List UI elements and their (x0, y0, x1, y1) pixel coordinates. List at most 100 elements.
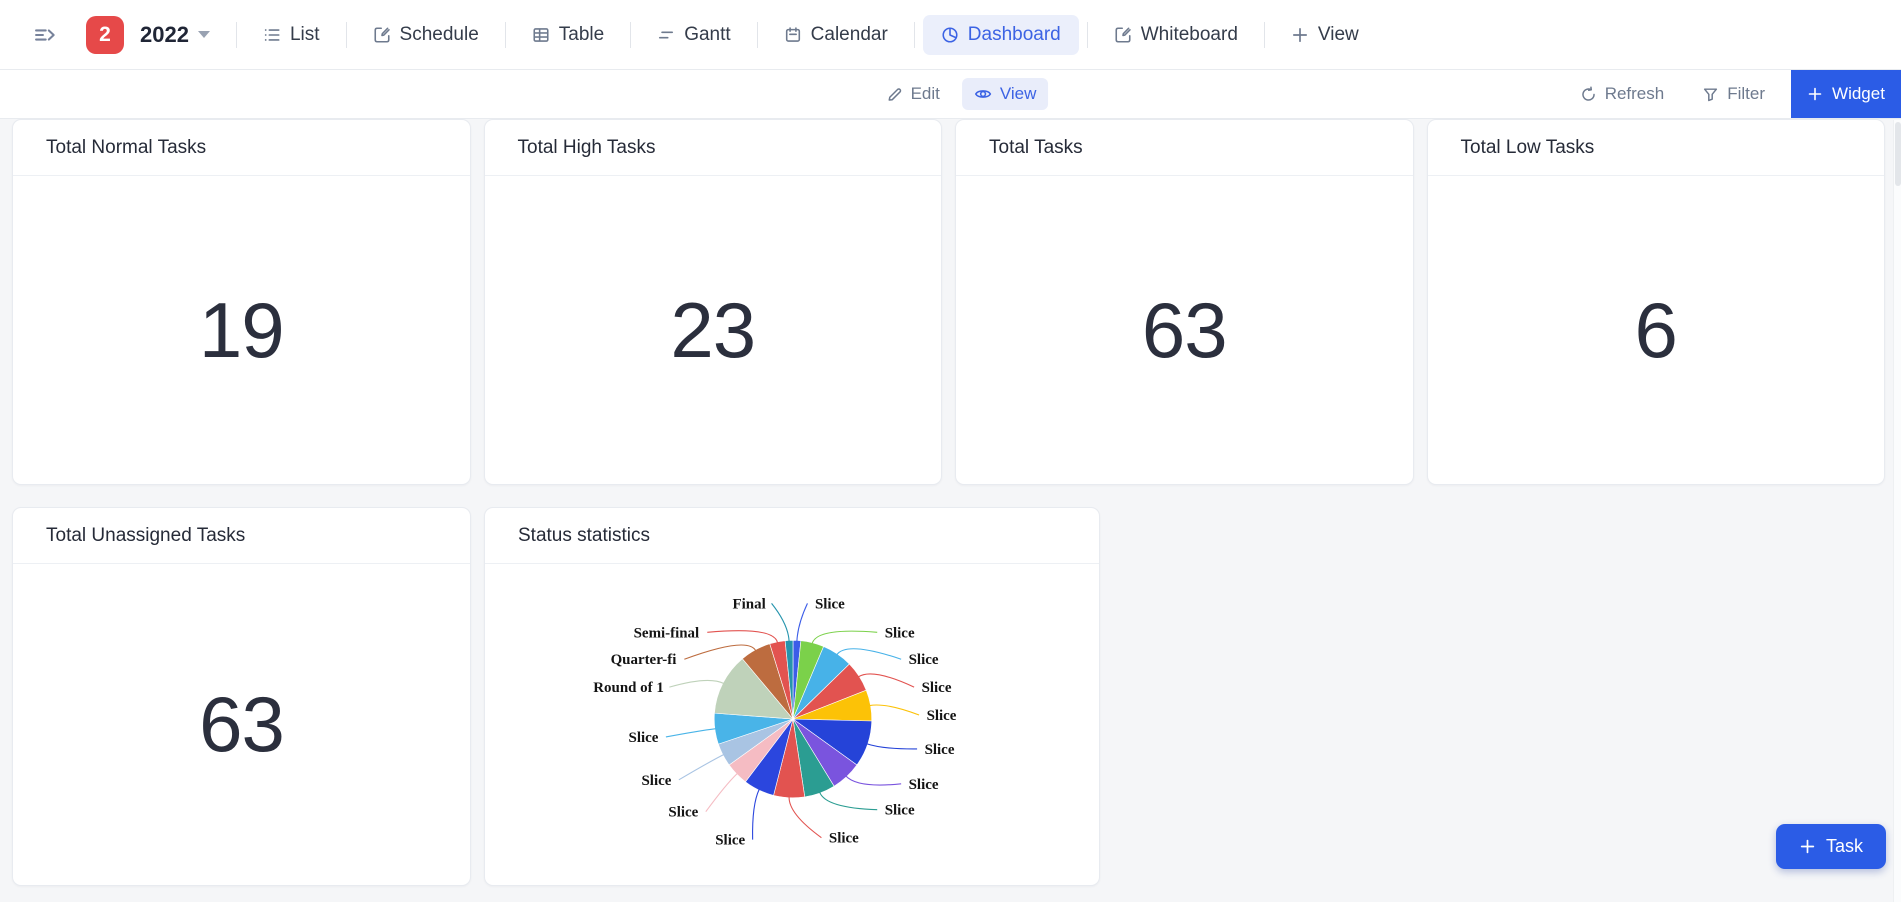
stat-value: 19 (198, 285, 285, 374)
pie-leader-line (845, 775, 902, 786)
stat-value: 6 (1634, 285, 1678, 374)
stat-value: 63 (1141, 285, 1228, 374)
tab-gantt[interactable]: Gantt (639, 15, 748, 55)
pie-leader-line (705, 772, 738, 812)
workspace-badge[interactable]: 2 (86, 15, 124, 54)
view-mode-button[interactable]: View (961, 78, 1049, 110)
widget-label: Widget (1832, 84, 1885, 103)
gantt-icon (657, 26, 675, 44)
pie-leader-line (796, 602, 808, 641)
dashboard-toolbar: Edit View Refresh Filter Widget (0, 70, 1901, 119)
pie-slice-label: Slice (909, 652, 939, 668)
pie-leader-line (811, 630, 878, 644)
tab-label: Whiteboard (1140, 23, 1238, 45)
status-pie-chart: Slice Slice Slice Slice Slice Slice Slice Slice… (593, 596, 957, 848)
tab-divider (345, 21, 347, 48)
top-navbar: 2 2022 List Schedule (0, 0, 1901, 70)
edit-square-icon (373, 26, 391, 44)
pie-slice-label: Quarter-fi (611, 652, 677, 668)
pie-slice-label: Slice (885, 625, 915, 641)
chevron-down-icon (197, 31, 210, 38)
pie-slice-label: Slice (642, 772, 672, 788)
pie-leader-line (819, 791, 878, 810)
pie-leader-line (836, 647, 902, 660)
tab-label: Dashboard (967, 23, 1061, 45)
tab-divider (504, 21, 506, 48)
tab-label: List (289, 23, 320, 45)
pie-slice-label: Slice (715, 832, 745, 848)
filter-label: Filter (1727, 84, 1765, 103)
pie-leader-line (771, 602, 790, 641)
pie-slice-label: Slice (927, 708, 957, 724)
card-title: Status statistics (485, 508, 1099, 564)
view-label: View (999, 84, 1037, 103)
widget-card-total-normal-tasks[interactable]: Total Normal Tasks 19 (12, 119, 471, 485)
card-title: Total Normal Tasks (13, 120, 470, 176)
pie-slice-label: Slice (668, 804, 698, 820)
filter-button[interactable]: Filter (1690, 78, 1777, 110)
pie-leader-line (857, 672, 915, 688)
tab-calendar[interactable]: Calendar (766, 15, 906, 55)
pie-leader-line (788, 796, 822, 838)
refresh-button[interactable]: Refresh (1568, 78, 1677, 110)
vertical-scrollbar[interactable] (1893, 120, 1901, 902)
pie-leader-line (678, 753, 725, 780)
tab-divider (1086, 21, 1088, 48)
refresh-label: Refresh (1604, 84, 1665, 103)
tab-label: Table (558, 23, 605, 45)
view-tabs: List Schedule Table (235, 0, 1385, 69)
pie-leader-line (684, 644, 757, 660)
tab-divider (630, 21, 632, 48)
widget-card-total-low-tasks[interactable]: Total Low Tasks 6 (1426, 119, 1885, 485)
pie-slice-label: Slice (925, 741, 955, 757)
tab-whiteboard[interactable]: Whiteboard (1096, 15, 1256, 55)
widget-card-total-unassigned-tasks[interactable]: Total Unassigned Tasks 63 (12, 507, 471, 886)
card-title: Total High Tasks (484, 120, 941, 176)
tab-list[interactable]: List (245, 15, 338, 55)
pie-leader-line (707, 629, 779, 643)
edit-label: Edit (910, 84, 940, 103)
tab-divider (913, 21, 915, 48)
add-widget-button[interactable]: Widget (1791, 70, 1901, 118)
tab-label: View (1317, 23, 1359, 45)
pie-leader-line (866, 742, 918, 749)
tab-add-view[interactable]: View (1273, 15, 1377, 55)
sidebar-expand-button[interactable] (34, 24, 56, 46)
tab-table[interactable]: Table (514, 15, 622, 55)
tab-label: Calendar (810, 23, 888, 45)
edit-mode-button[interactable]: Edit (874, 78, 952, 110)
pie-leader-line (869, 703, 920, 716)
widget-card-status-statistics[interactable]: Status statistics Slice Slice Slice Slice Sl… (484, 507, 1100, 886)
widget-card-total-tasks[interactable]: Total Tasks 63 (955, 119, 1414, 485)
pie-leader-line (669, 679, 725, 688)
tab-dashboard[interactable]: Dashboard (922, 14, 1079, 55)
pie-leader-line (752, 788, 760, 840)
pie-slice-label: Slice (885, 802, 915, 818)
plus-icon (1800, 839, 1815, 854)
edit-square-icon (1114, 26, 1132, 44)
sidebar-expand-icon (35, 28, 55, 41)
pencil-icon (888, 87, 901, 101)
tab-divider (1263, 21, 1265, 48)
funnel-icon (1704, 87, 1718, 101)
stat-value: 23 (670, 285, 756, 374)
plus-icon (1291, 26, 1309, 44)
workspace-name: 2022 (140, 21, 189, 47)
refresh-icon (1581, 86, 1595, 101)
workspace-dropdown[interactable]: 2022 (140, 22, 210, 48)
tab-label: Gantt (684, 23, 731, 45)
pie-slice-label: Final (733, 596, 766, 612)
pie-slice-label: Slice (829, 830, 859, 846)
card-title: Total Tasks (956, 120, 1413, 176)
tab-label: Schedule (399, 23, 479, 45)
list-icon (263, 26, 281, 44)
scrollbar-thumb[interactable] (1895, 122, 1901, 186)
stat-value: 63 (199, 680, 285, 768)
tab-schedule[interactable]: Schedule (355, 15, 497, 55)
pie-slice-label: Slice (815, 596, 845, 612)
tab-divider (756, 21, 758, 48)
pie-slice-label: Slice (922, 680, 952, 696)
pie-chart-icon (941, 26, 959, 44)
add-task-button[interactable]: Task (1775, 824, 1886, 869)
widget-card-total-high-tasks[interactable]: Total High Tasks 23 (483, 119, 942, 485)
